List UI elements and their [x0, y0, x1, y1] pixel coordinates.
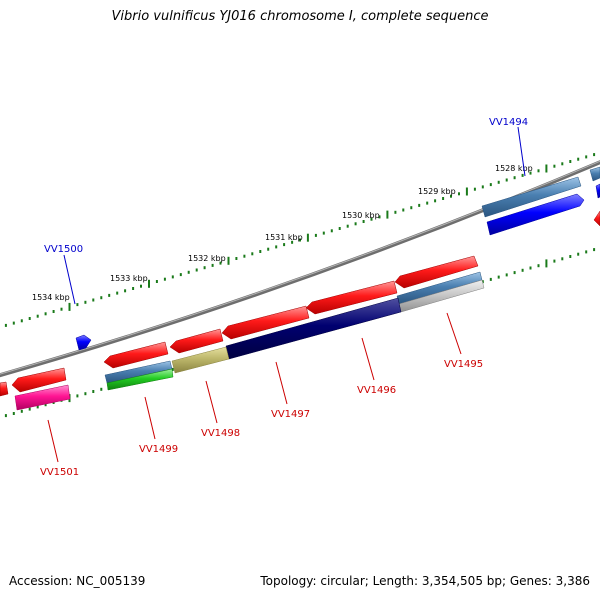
gene-label-vv1499[interactable]: VV1499: [139, 444, 178, 455]
gene-label-vv1494[interactable]: VV1494: [489, 117, 528, 128]
gene-label-vv1495[interactable]: VV1495: [444, 359, 483, 370]
feature-bar[interactable]: [14, 384, 71, 411]
scale-labels: 1528 kbp 1529 kbp 1530 kbp 1531 kbp 1532…: [32, 164, 533, 302]
gene-arrow-forward[interactable]: [486, 193, 585, 236]
gene-label-vv1500[interactable]: VV1500: [44, 244, 83, 255]
feature-bar[interactable]: [106, 368, 174, 391]
gene-arrow-reverse[interactable]: [169, 328, 224, 354]
gene-labels: VV1494 VV1495 VV1496 VV1497 VV1498 VV149…: [40, 117, 528, 478]
gene-arrow-forward[interactable]: [595, 183, 600, 199]
gene-label-vv1496[interactable]: VV1496: [357, 385, 396, 396]
gene-arrow-reverse[interactable]: [221, 305, 310, 340]
label-leader: [144, 396, 156, 440]
scale-label: 1532 kbp: [188, 254, 226, 263]
gene-arrow-reverse[interactable]: [593, 210, 600, 227]
gene-arrow-reverse[interactable]: [305, 280, 398, 315]
genome-stats-text: Topology: circular; Length: 3,354,505 bp…: [260, 574, 590, 588]
label-leader: [517, 126, 526, 177]
scale-label: 1531 kbp: [265, 233, 303, 242]
gene-arrow-reverse[interactable]: [103, 341, 169, 369]
label-leader: [47, 419, 59, 463]
gene-label-vv1497[interactable]: VV1497: [271, 409, 310, 420]
chromosome-backbone-highlight: [0, 160, 600, 375]
label-leader: [446, 312, 462, 355]
label-leader: [205, 380, 218, 424]
scale-label: 1530 kbp: [342, 211, 380, 220]
scale-label: 1529 kbp: [418, 187, 456, 196]
gene-arrow-forward[interactable]: [589, 166, 600, 182]
gene-arrow-reverse[interactable]: [0, 381, 9, 397]
reverse-strand-features: [0, 210, 600, 411]
gene-arrow-forward[interactable]: [75, 334, 92, 351]
forward-strand-features: [75, 166, 600, 351]
feature-bar[interactable]: [171, 346, 230, 374]
scale-label: 1534 kbp: [32, 293, 70, 302]
label-leader: [63, 254, 76, 305]
gene-arrow-reverse[interactable]: [394, 255, 479, 289]
label-leader: [275, 361, 288, 405]
scale-label: 1533 kbp: [110, 274, 148, 283]
map-title: Vibrio vulnificus YJ016 chromosome I, co…: [111, 9, 489, 24]
scale-label: 1528 kbp: [495, 164, 533, 173]
gene-label-vv1501[interactable]: VV1501: [40, 467, 79, 478]
chromosome-backbone: [0, 160, 600, 378]
gene-arrow-reverse[interactable]: [11, 367, 67, 393]
label-leader: [361, 337, 375, 381]
gene-arrow-forward[interactable]: [481, 176, 582, 218]
gene-label-vv1498[interactable]: VV1498: [201, 428, 240, 439]
accession-text: Accession: NC_005139: [9, 574, 146, 588]
outer-tick-ring: [4, 153, 596, 327]
